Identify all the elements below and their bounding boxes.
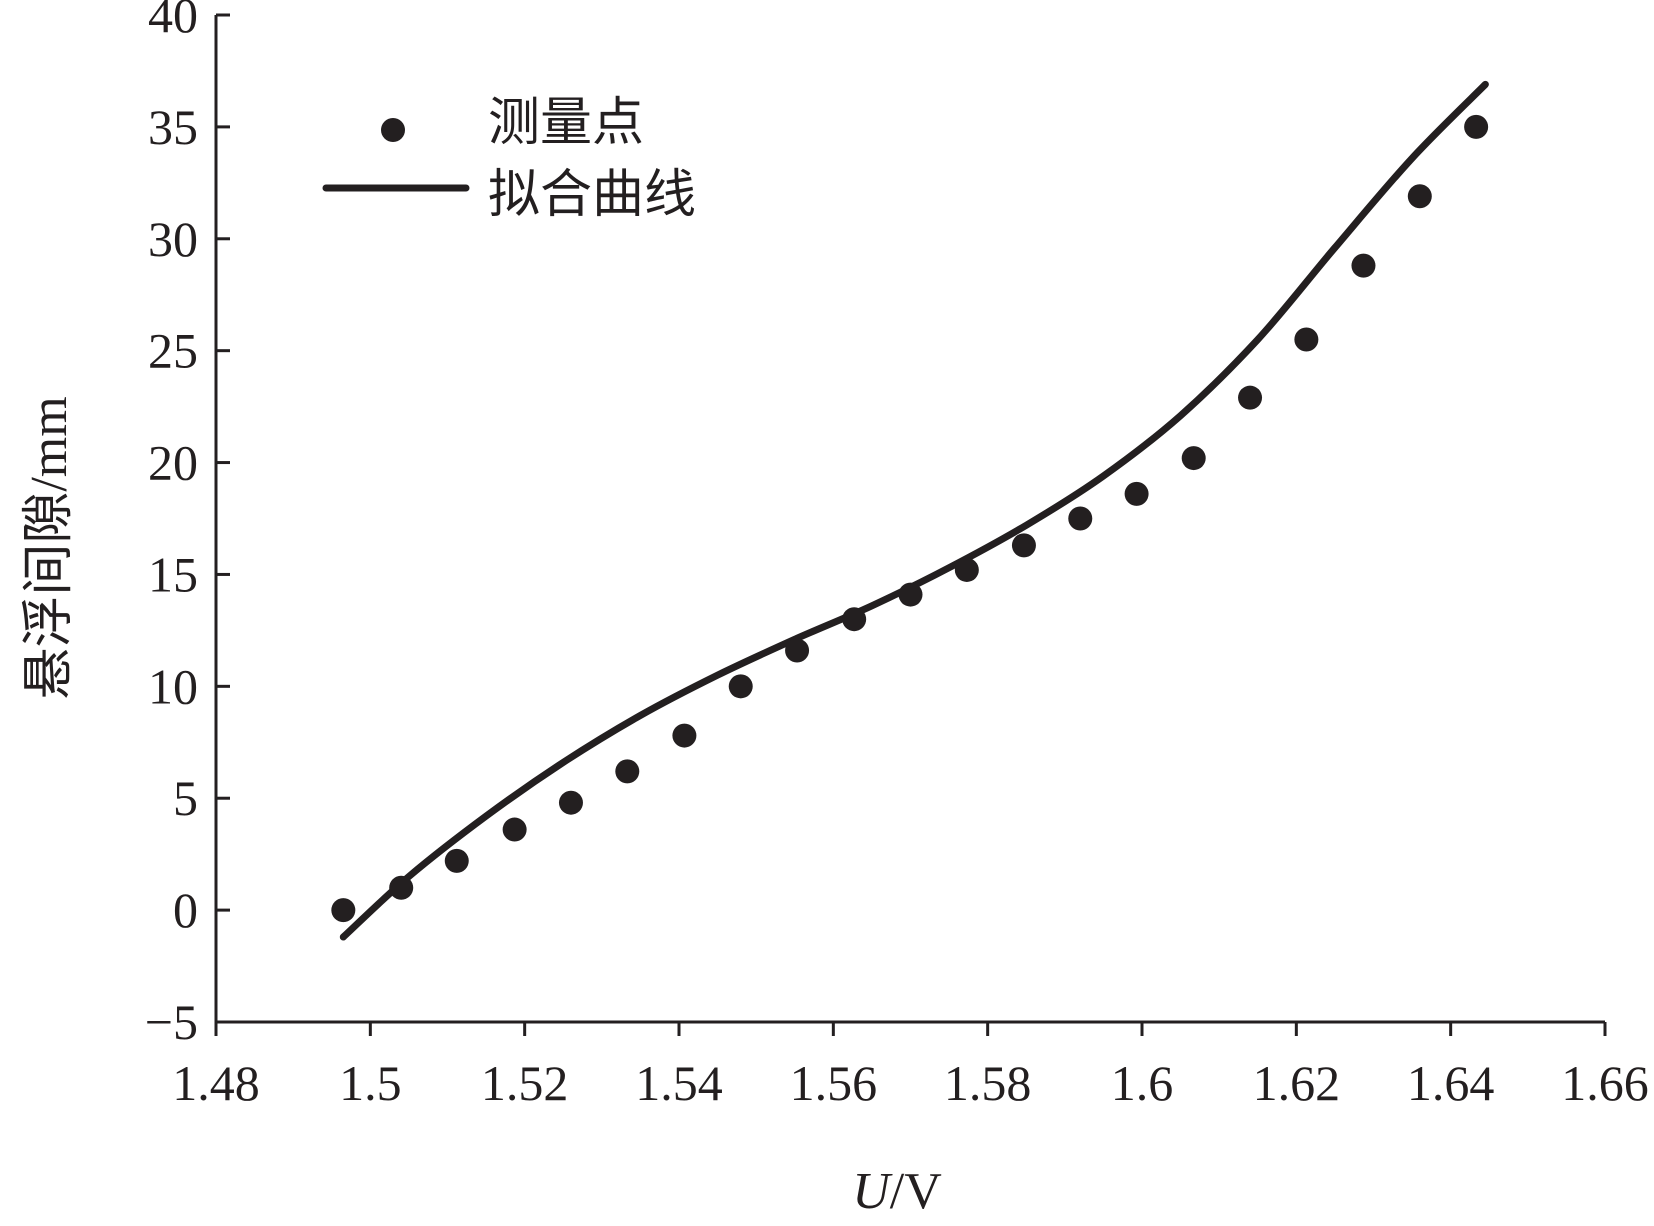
y-tick-label: −5 xyxy=(145,994,198,1050)
data-point xyxy=(1238,385,1263,410)
legend-curve-label: 拟合曲线 xyxy=(488,165,696,225)
data-point xyxy=(898,582,923,607)
y-tick-label: 15 xyxy=(148,546,198,602)
data-point xyxy=(954,557,979,582)
data-point xyxy=(1294,327,1319,352)
y-axis-title: 悬浮间隙/mm xyxy=(21,396,78,699)
axes xyxy=(214,15,1605,1024)
data-point xyxy=(1464,114,1489,139)
data-point xyxy=(785,638,810,663)
data-point xyxy=(615,759,640,784)
x-tick-label: 1.58 xyxy=(944,1055,1032,1111)
y-tick-label: 40 xyxy=(148,0,198,43)
y-ticks: −5 0 5 10 15 20 25 30 35 40 xyxy=(145,0,230,1050)
y-tick-label: 35 xyxy=(148,99,198,155)
x-axis-title: U/V xyxy=(852,1163,942,1220)
x-tick-label: 1.54 xyxy=(635,1055,723,1111)
x-tick-label: 1.56 xyxy=(790,1055,878,1111)
fit-curve xyxy=(339,80,1489,941)
data-point xyxy=(1011,533,1036,558)
legend: 测量点 拟合曲线 xyxy=(322,93,696,225)
x-tick-label: 1.48 xyxy=(172,1055,260,1111)
y-tick-label: 10 xyxy=(148,658,198,714)
data-point xyxy=(728,674,753,699)
data-point xyxy=(331,898,356,923)
y-tick-label: 25 xyxy=(148,323,198,379)
x-tick-label: 1.62 xyxy=(1253,1055,1341,1111)
data-point xyxy=(1124,481,1149,506)
data-point xyxy=(389,875,414,900)
data-point xyxy=(1068,506,1093,531)
data-point xyxy=(1407,184,1432,209)
y-tick-label: 0 xyxy=(173,882,198,938)
plot-area xyxy=(331,80,1489,941)
legend-points-label: 测量点 xyxy=(488,93,644,153)
y-tick-label: 5 xyxy=(173,770,198,826)
x-ticks: 1.48 1.5 1.52 1.54 1.56 1.58 1.6 1.62 1.64 1.66 xyxy=(172,1022,1649,1111)
x-axis-title-unit: /V xyxy=(890,1163,942,1220)
x-tick-label: 1.64 xyxy=(1407,1055,1495,1111)
data-point xyxy=(502,817,527,842)
data-point xyxy=(558,790,583,815)
x-tick-label: 1.52 xyxy=(481,1055,569,1111)
x-tick-label: 1.66 xyxy=(1561,1055,1649,1111)
x-axis-title-symbol: U xyxy=(852,1163,893,1220)
data-point xyxy=(1181,446,1206,471)
data-point xyxy=(672,723,697,748)
x-tick-label: 1.5 xyxy=(339,1055,402,1111)
data-point xyxy=(842,607,867,632)
x-tick-label: 1.6 xyxy=(1111,1055,1174,1111)
data-point xyxy=(1351,253,1376,278)
y-tick-label: 20 xyxy=(148,435,198,491)
legend-point-marker xyxy=(381,118,405,142)
data-point xyxy=(444,848,469,873)
y-tick-label: 30 xyxy=(148,211,198,267)
